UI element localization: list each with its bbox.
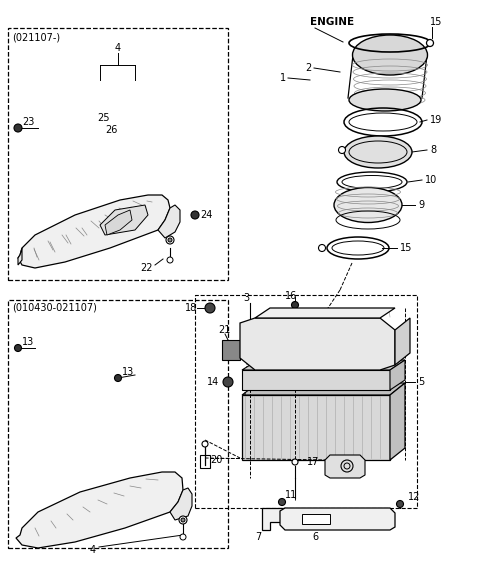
Polygon shape	[100, 205, 148, 235]
Bar	[222, 340, 240, 360]
Polygon shape	[18, 195, 170, 268]
Circle shape	[181, 518, 185, 522]
Polygon shape	[242, 360, 405, 370]
Text: 25: 25	[97, 113, 109, 123]
Polygon shape	[325, 455, 365, 478]
Text: 17: 17	[307, 457, 319, 467]
Text: 16: 16	[285, 291, 297, 301]
Polygon shape	[390, 383, 405, 460]
Text: 14: 14	[207, 377, 219, 387]
Text: 7: 7	[255, 532, 261, 542]
Text: 26: 26	[105, 125, 118, 135]
Circle shape	[319, 245, 325, 252]
Text: 15: 15	[430, 17, 443, 27]
Text: ENGINE: ENGINE	[310, 17, 354, 27]
Text: 12: 12	[408, 492, 420, 502]
Polygon shape	[255, 308, 395, 318]
Polygon shape	[390, 360, 405, 390]
Circle shape	[168, 238, 172, 242]
Text: 10: 10	[425, 175, 437, 185]
Ellipse shape	[352, 35, 428, 75]
Text: 21: 21	[218, 325, 230, 335]
Text: 18: 18	[185, 303, 197, 313]
Circle shape	[291, 302, 299, 309]
Polygon shape	[242, 370, 390, 390]
Ellipse shape	[344, 136, 412, 168]
Text: 1: 1	[280, 73, 286, 83]
Ellipse shape	[349, 89, 421, 111]
Text: 20: 20	[210, 455, 222, 465]
Text: (010430-021107): (010430-021107)	[12, 303, 97, 313]
Circle shape	[205, 303, 215, 313]
Polygon shape	[242, 395, 390, 460]
Text: 13: 13	[22, 337, 34, 347]
Text: 24: 24	[200, 210, 212, 220]
Text: 19: 19	[430, 115, 442, 125]
Text: 2: 2	[305, 63, 311, 73]
Text: 5: 5	[418, 377, 424, 387]
Text: 15: 15	[400, 243, 412, 253]
Bar	[195, 295, 417, 508]
Polygon shape	[395, 318, 410, 365]
Circle shape	[396, 500, 404, 507]
Circle shape	[14, 124, 22, 132]
Text: 4: 4	[90, 545, 96, 555]
Text: 3: 3	[243, 293, 249, 303]
Text: (021107-): (021107-)	[12, 33, 60, 43]
Circle shape	[180, 534, 186, 540]
Text: 13: 13	[122, 367, 134, 377]
Polygon shape	[262, 508, 285, 530]
Text: 22: 22	[140, 263, 153, 273]
Circle shape	[115, 375, 121, 382]
Circle shape	[278, 499, 286, 506]
Circle shape	[166, 236, 174, 244]
Text: 23: 23	[22, 117, 35, 127]
Bar	[200, 455, 210, 468]
Polygon shape	[170, 488, 192, 520]
Circle shape	[223, 377, 233, 387]
Circle shape	[191, 211, 199, 219]
Text: 6: 6	[312, 532, 318, 542]
Text: 9: 9	[418, 200, 424, 210]
Bar	[8, 300, 228, 548]
Polygon shape	[158, 205, 180, 238]
Text: 4: 4	[115, 43, 121, 53]
Circle shape	[167, 257, 173, 263]
Bar	[8, 28, 228, 280]
Text: 8: 8	[430, 145, 436, 155]
Circle shape	[14, 345, 22, 352]
Polygon shape	[240, 318, 395, 370]
Polygon shape	[16, 472, 183, 548]
Circle shape	[292, 459, 298, 465]
Polygon shape	[18, 248, 22, 265]
Circle shape	[427, 39, 433, 46]
Circle shape	[202, 441, 208, 447]
Circle shape	[179, 516, 187, 524]
Circle shape	[338, 146, 346, 153]
Polygon shape	[280, 508, 395, 530]
Polygon shape	[105, 210, 132, 235]
Text: 11: 11	[285, 490, 297, 500]
Ellipse shape	[334, 188, 402, 222]
Bar	[302, 514, 330, 524]
Polygon shape	[242, 383, 405, 395]
